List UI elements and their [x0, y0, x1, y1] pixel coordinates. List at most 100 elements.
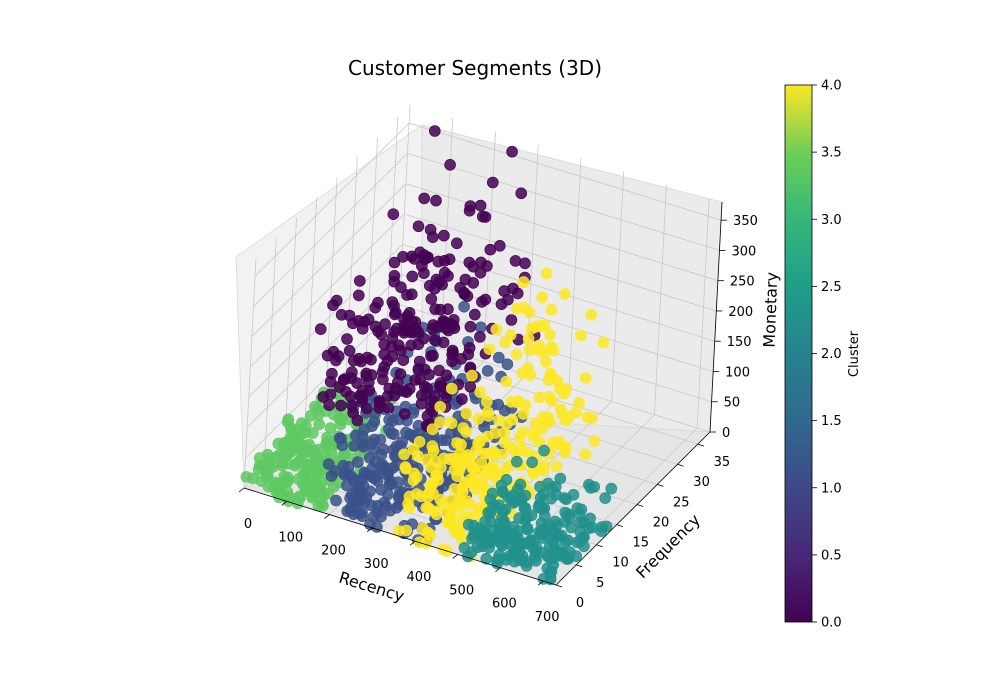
x-tick-label: 700: [535, 610, 560, 625]
scatter-point-cluster-1: [325, 470, 338, 482]
z-tick-label: 250: [730, 275, 755, 290]
y-tick-mark: [576, 564, 583, 568]
scatter-point-cluster-4: [559, 441, 571, 453]
scatter-point-cluster-4: [434, 401, 447, 413]
scatter-point-cluster-0: [362, 313, 375, 326]
scatter-point-cluster-0: [438, 229, 450, 242]
scatter-point-cluster-4: [579, 448, 592, 461]
scatter-point-cluster-4: [402, 497, 414, 510]
grid-line: [284, 217, 297, 448]
scatter-point-cluster-0: [438, 266, 451, 279]
scatter-point-cluster-0: [398, 408, 411, 420]
scatter-point-cluster-0: [474, 199, 487, 212]
colorbar-tick-label: 0.0: [821, 616, 842, 631]
scatter-point-cluster-4: [498, 427, 510, 439]
scatter-point-cluster-2: [537, 546, 549, 559]
scatter-point-cluster-0: [388, 269, 401, 282]
scatter-point-cluster-4: [517, 276, 530, 288]
scatter-point-cluster-4: [415, 490, 427, 503]
scatter-point-cluster-4: [426, 440, 439, 453]
scatter-point-cluster-1: [481, 365, 494, 377]
scatter-point-cluster-0: [484, 243, 497, 256]
grid-line: [696, 197, 710, 429]
scatter-point-cluster-4: [456, 485, 469, 498]
scatter-point-cluster-0: [355, 390, 367, 403]
z-tick-label: 350: [733, 214, 758, 229]
scatter-point-cluster-4: [447, 452, 460, 465]
scatter-point-cluster-0: [409, 316, 422, 328]
y-tick-mark: [657, 483, 664, 487]
colorbar-tick-label: 1.5: [821, 414, 842, 429]
scatter-point-cluster-2: [500, 473, 513, 486]
x-tick-label: 600: [492, 597, 517, 612]
scatter-point-cluster-0: [387, 208, 400, 220]
scatter-point-cluster-2: [578, 540, 590, 553]
scatter-point-cluster-4: [448, 463, 461, 476]
scatter-point-cluster-4: [490, 323, 503, 336]
scatter-point-cluster-0: [515, 187, 528, 200]
y-tick-label: 30: [693, 475, 710, 490]
scatter-point-cluster-4: [597, 336, 610, 349]
scatter-point-cluster-0: [412, 220, 425, 233]
scatter-point-cluster-4: [544, 367, 557, 380]
grid-line: [324, 177, 338, 408]
x-tick-label: 200: [321, 544, 346, 559]
scatter-point-cluster-1: [330, 494, 342, 507]
scatter-point-cluster-2: [496, 485, 509, 498]
y-tick-mark: [636, 504, 644, 507]
y-tick-label: 35: [714, 455, 731, 470]
scatter-point-cluster-0: [343, 309, 356, 322]
scatter-point-cluster-3: [289, 459, 301, 472]
scatter-point-cluster-4: [547, 344, 560, 357]
scatter-point-cluster-2: [534, 491, 547, 504]
scatter-point-cluster-0: [412, 338, 425, 351]
scatter-point-cluster-0: [424, 223, 437, 236]
scatter-point-cluster-1: [348, 440, 361, 452]
scatter-point-cluster-4: [431, 469, 444, 481]
scatter-point-cluster-0: [347, 406, 360, 419]
scatter-point-cluster-4: [421, 453, 434, 466]
scatter-point-cluster-0: [432, 255, 445, 268]
scatter-point-cluster-4: [558, 288, 571, 300]
scatter-point-cluster-2: [563, 512, 576, 525]
scatter-point-cluster-4: [408, 467, 420, 480]
z-tick-label: 0: [722, 426, 730, 441]
grid-line: [248, 243, 404, 398]
y-tick-label: 25: [673, 495, 690, 510]
scatter-point-cluster-0: [394, 368, 407, 380]
scatter-point-cluster-2: [521, 523, 534, 536]
scatter-point-cluster-4: [434, 416, 446, 429]
scatter-point-cluster-4: [585, 309, 598, 321]
scatter-point-cluster-2: [584, 482, 597, 494]
scatter-point-cluster-0: [418, 192, 431, 205]
scatter-point-cluster-4: [536, 291, 549, 304]
scatter-point-cluster-3: [300, 460, 312, 472]
scatter-point-cluster-0: [428, 125, 441, 137]
scatter-point-cluster-2: [538, 510, 551, 522]
grid-line: [254, 122, 410, 277]
scatter-point-cluster-0: [360, 402, 373, 415]
scatter-point-cluster-4: [516, 367, 529, 379]
colorbar-tick-label: 4.0: [821, 79, 842, 94]
scatter-point-cluster-0: [382, 402, 395, 414]
scatter-point-cluster-4: [586, 412, 598, 425]
scatter-point-cluster-2: [574, 516, 587, 529]
scatter-point-cluster-1: [436, 434, 448, 447]
scatter-point-cluster-0: [375, 328, 388, 341]
scatter-point-cluster-2: [599, 492, 612, 504]
scatter-point-cluster-4: [480, 395, 493, 408]
y-tick-mark: [555, 584, 563, 588]
scatter-point-cluster-1: [371, 521, 383, 533]
grid-line: [404, 213, 717, 312]
scatter-point-cluster-0: [332, 350, 345, 363]
colorbar-tick-label: 0.5: [821, 548, 842, 563]
scatter-point-cluster-2: [468, 526, 481, 539]
scatter-point-cluster-2: [559, 536, 572, 549]
scatter-point-cluster-4: [533, 391, 546, 404]
scatter-point-cluster-2: [512, 536, 524, 549]
scatter-point-cluster-0: [481, 260, 493, 272]
scatter-point-cluster-1: [378, 496, 391, 509]
scatter-point-cluster-4: [544, 328, 556, 341]
scatter-point-cluster-2: [600, 520, 613, 533]
x-tick-label: 400: [407, 570, 432, 585]
